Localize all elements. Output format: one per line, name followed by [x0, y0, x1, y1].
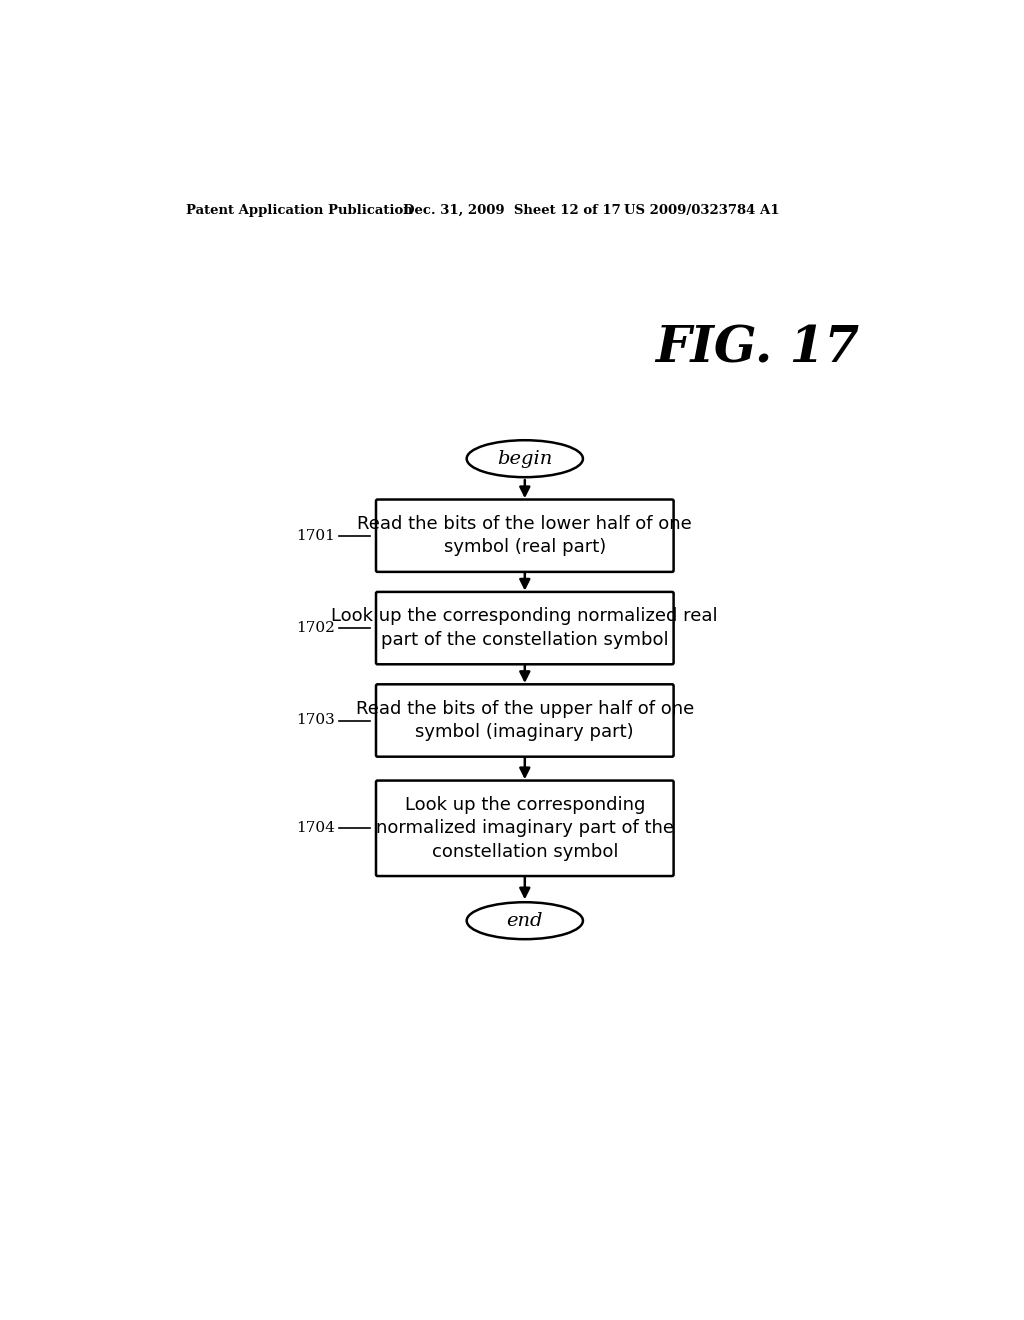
- Text: 1703: 1703: [296, 714, 335, 727]
- Text: 1701: 1701: [296, 529, 335, 543]
- Text: Read the bits of the upper half of one
symbol (imaginary part): Read the bits of the upper half of one s…: [355, 700, 694, 742]
- FancyBboxPatch shape: [376, 684, 674, 756]
- Text: Patent Application Publication: Patent Application Publication: [186, 205, 413, 218]
- Text: US 2009/0323784 A1: US 2009/0323784 A1: [624, 205, 779, 218]
- Text: Dec. 31, 2009  Sheet 12 of 17: Dec. 31, 2009 Sheet 12 of 17: [403, 205, 621, 218]
- Text: Look up the corresponding normalized real
part of the constellation symbol: Look up the corresponding normalized rea…: [332, 607, 718, 649]
- Ellipse shape: [467, 441, 583, 478]
- Text: Look up the corresponding
normalized imaginary part of the
constellation symbol: Look up the corresponding normalized ima…: [376, 796, 674, 861]
- Text: Read the bits of the lower half of one
symbol (real part): Read the bits of the lower half of one s…: [357, 515, 692, 557]
- FancyBboxPatch shape: [376, 780, 674, 876]
- Text: begin: begin: [498, 450, 552, 467]
- Text: 1702: 1702: [296, 622, 335, 635]
- Ellipse shape: [467, 903, 583, 940]
- FancyBboxPatch shape: [376, 591, 674, 664]
- Text: FIG. 17: FIG. 17: [655, 325, 859, 374]
- FancyBboxPatch shape: [376, 499, 674, 572]
- Text: end: end: [507, 912, 543, 929]
- Text: 1704: 1704: [296, 821, 335, 836]
